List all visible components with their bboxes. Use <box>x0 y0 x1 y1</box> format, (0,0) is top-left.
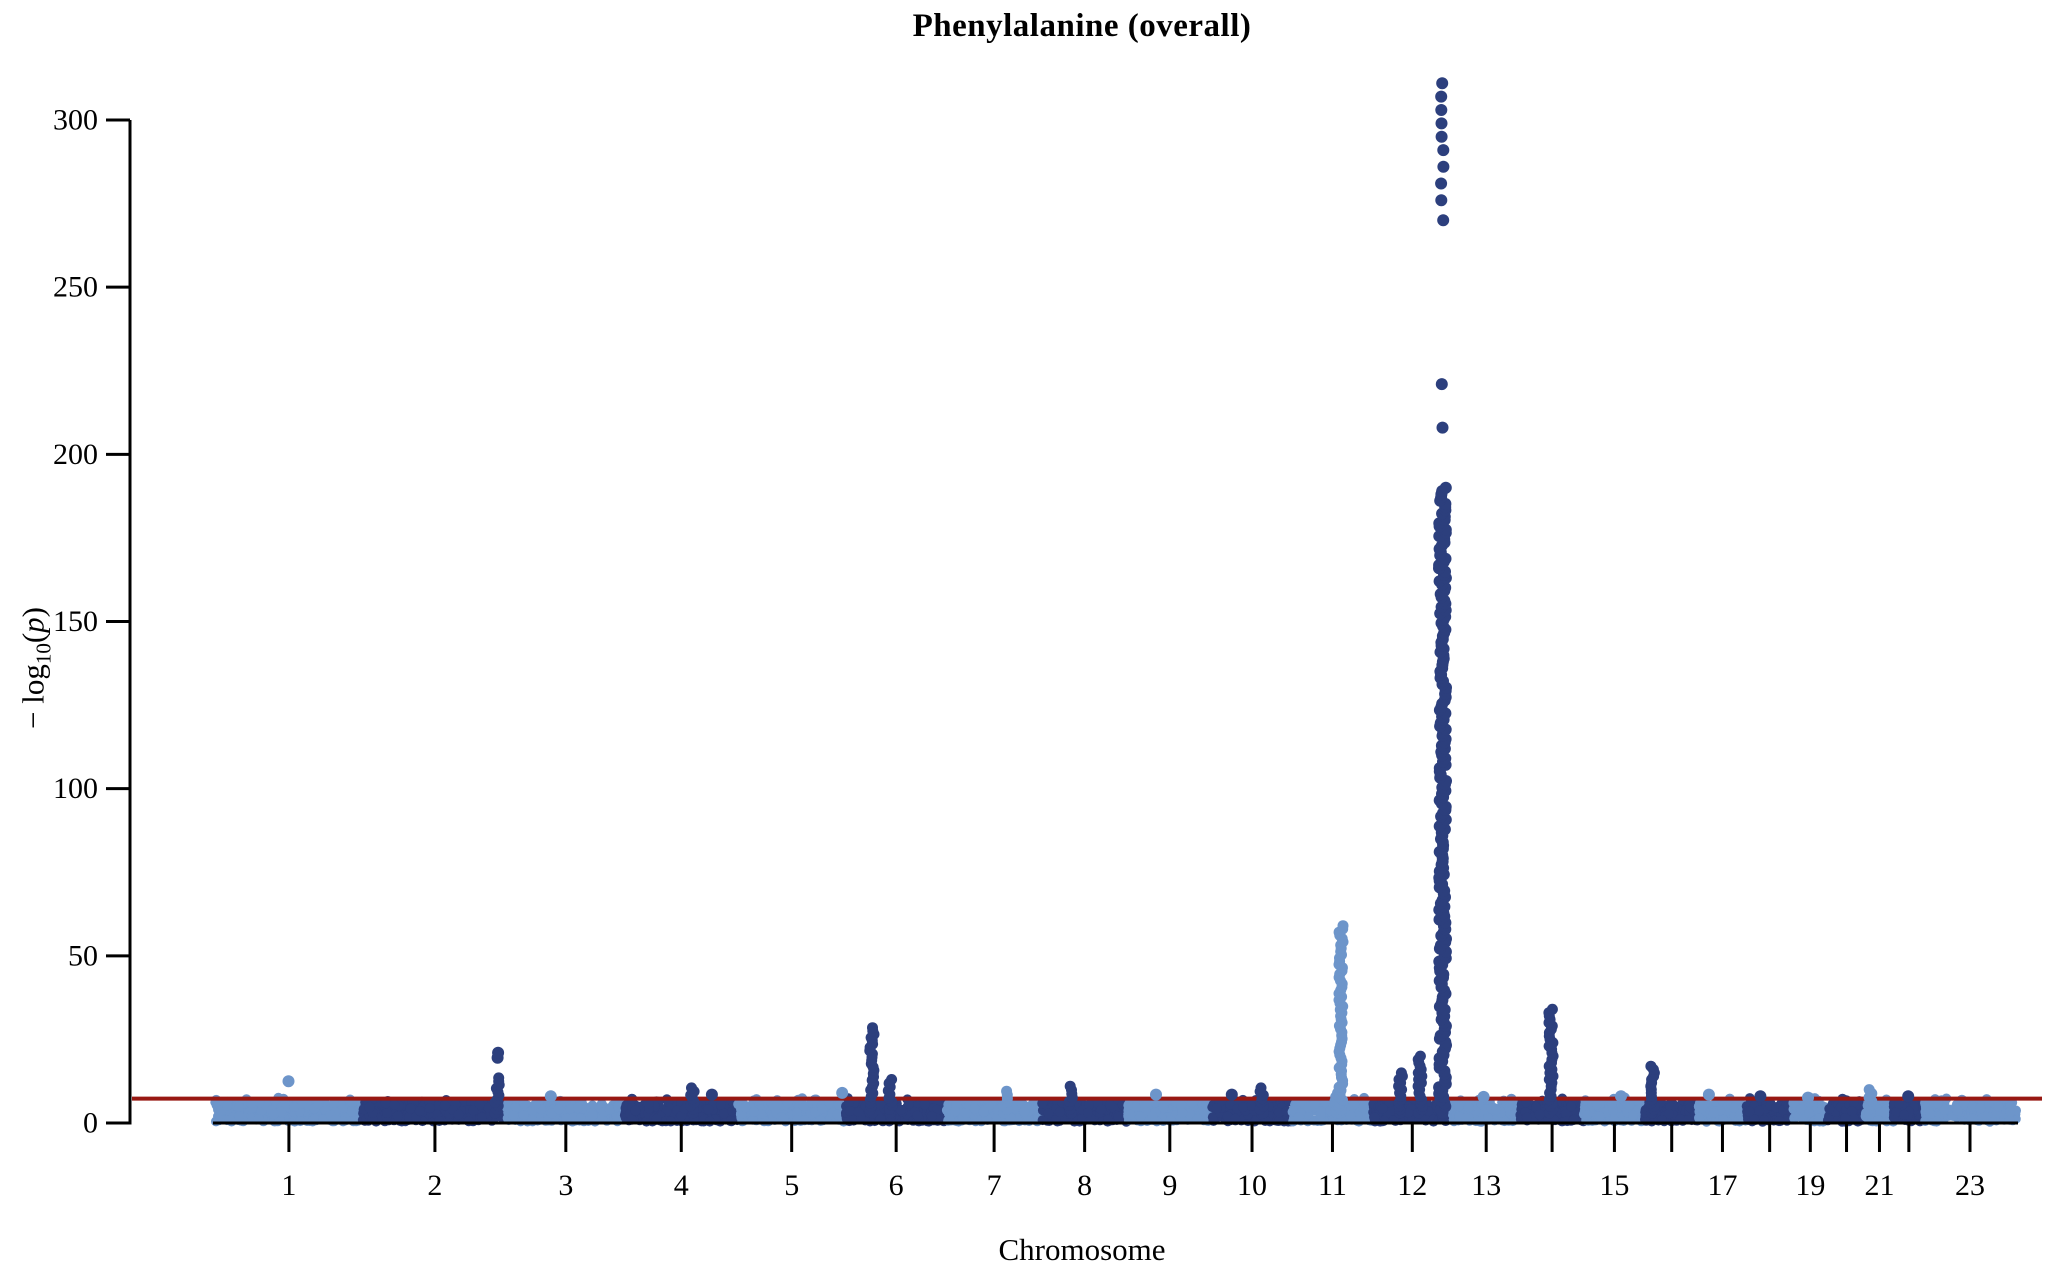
y-tick-label: 0 <box>83 1107 98 1140</box>
x-tick: 7 <box>987 1123 1002 1202</box>
x-tick-label: 17 <box>1707 1169 1737 1202</box>
plot-title: Phenylalanine (overall) <box>912 8 1252 44</box>
x-tick: 15 <box>1599 1123 1629 1202</box>
x-tick: 19 <box>1795 1123 1825 1202</box>
x-tick: 17 <box>1707 1123 1737 1202</box>
x-tick-label: 23 <box>1955 1169 1985 1202</box>
y-tick: 200 <box>53 438 130 471</box>
x-tick: 12 <box>1397 1123 1427 1202</box>
y-tick-label: 100 <box>53 772 98 805</box>
x-tick: 5 <box>784 1123 799 1202</box>
x-tick-label: 11 <box>1318 1169 1347 1202</box>
x-tick: 9 <box>1162 1123 1177 1202</box>
x-tick: 2 <box>427 1123 442 1202</box>
x-tick-label: 3 <box>558 1169 573 1202</box>
x-tick-label: 13 <box>1471 1169 1501 1202</box>
x-tick-label: 4 <box>674 1169 689 1202</box>
y-tick-label: 50 <box>68 939 98 972</box>
x-tick: 11 <box>1318 1123 1347 1202</box>
y-tick: 250 <box>53 271 130 304</box>
x-tick-label: 19 <box>1795 1169 1825 1202</box>
x-tick-label: 9 <box>1162 1169 1177 1202</box>
x-tick: 10 <box>1237 1123 1267 1202</box>
x-tick-label: 5 <box>784 1169 799 1202</box>
x-tick: 3 <box>558 1123 573 1202</box>
x-tick-label: 10 <box>1237 1169 1267 1202</box>
x-tick: 4 <box>674 1123 689 1202</box>
x-tick: 13 <box>1471 1123 1501 1202</box>
x-tick-label: 1 <box>281 1169 296 1202</box>
y-tick-label: 250 <box>53 271 98 304</box>
x-tick-label: 8 <box>1077 1169 1092 1202</box>
x-tick-label: 7 <box>987 1169 1002 1202</box>
x-tick-label: 15 <box>1599 1169 1629 1202</box>
x-tick-label: 2 <box>427 1169 442 1202</box>
x-tick: 6 <box>889 1123 904 1202</box>
y-tick: 100 <box>53 772 130 805</box>
x-tick-label: 6 <box>889 1169 904 1202</box>
x-tick: 8 <box>1077 1123 1092 1202</box>
y-tick-label: 200 <box>53 438 98 471</box>
x-tick-label: 12 <box>1397 1169 1427 1202</box>
y-tick-label: 300 <box>53 104 98 137</box>
x-tick: 21 <box>1864 1123 1894 1202</box>
y-tick: 150 <box>53 605 130 638</box>
y-tick: 0 <box>83 1107 130 1140</box>
peak-points-layer <box>282 77 1915 1119</box>
y-tick-label: 150 <box>53 605 98 638</box>
x-tick-label: 21 <box>1864 1169 1894 1202</box>
x-tick: 1 <box>281 1123 296 1202</box>
x-axis-label: Chromosome <box>998 1232 1166 1267</box>
y-tick: 300 <box>53 104 130 137</box>
y-tick: 50 <box>68 939 130 972</box>
x-tick: 23 <box>1955 1123 1985 1202</box>
